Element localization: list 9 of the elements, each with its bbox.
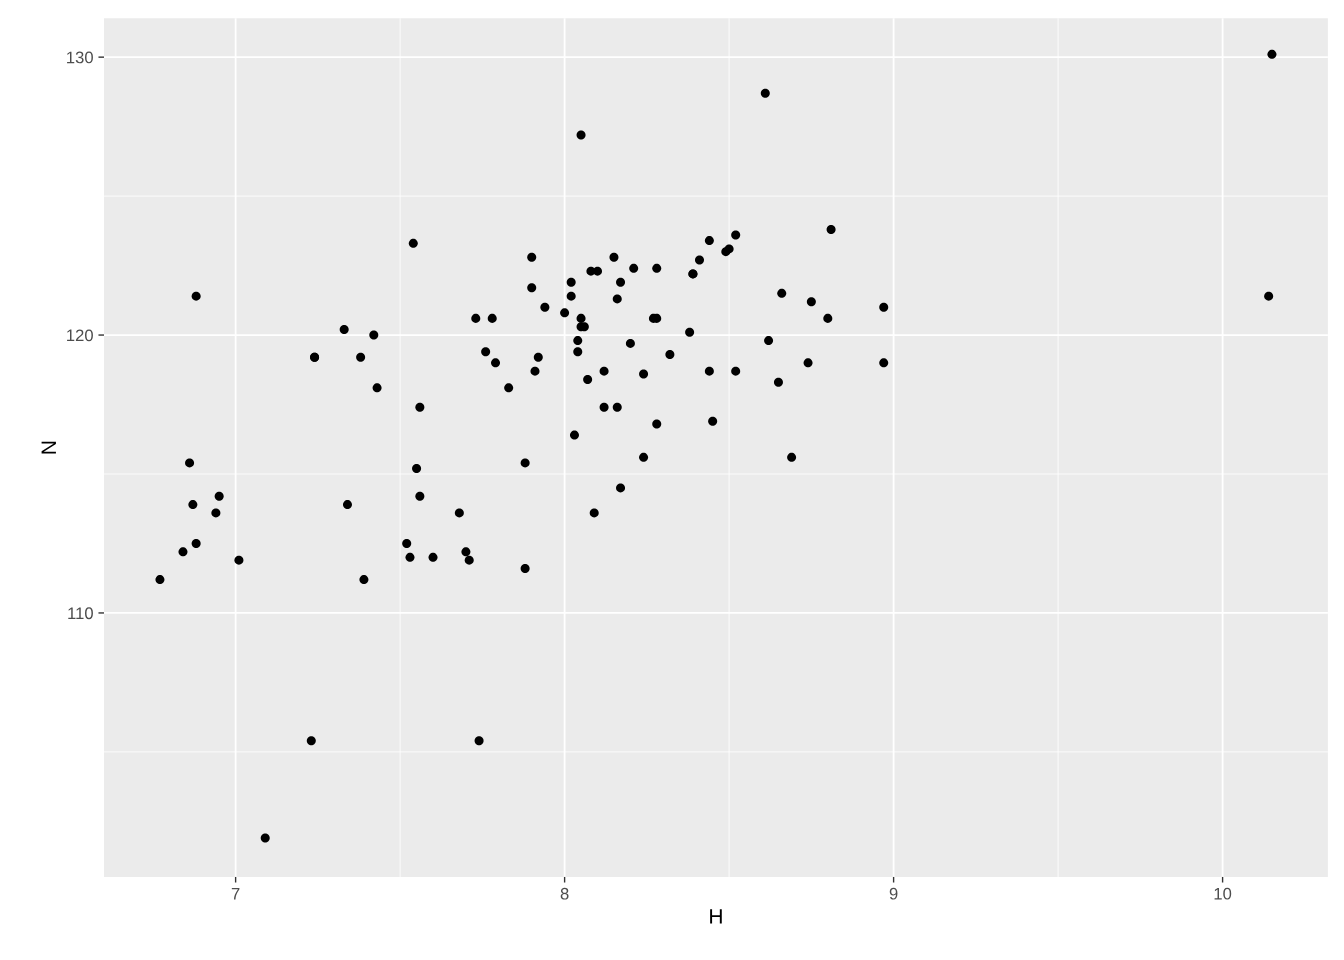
x-tick-label: 7 (231, 887, 240, 900)
x-axis-title: H (710, 909, 722, 924)
x-tick-label: 9 (889, 887, 898, 900)
y-tick-label: 130 (67, 51, 93, 64)
y-tick-label: 120 (67, 329, 93, 342)
x-tick-label: 8 (560, 887, 569, 900)
y-axis-title: N (41, 441, 56, 454)
y-tick-label: 110 (68, 607, 93, 620)
x-tick-label: 10 (1214, 887, 1232, 900)
